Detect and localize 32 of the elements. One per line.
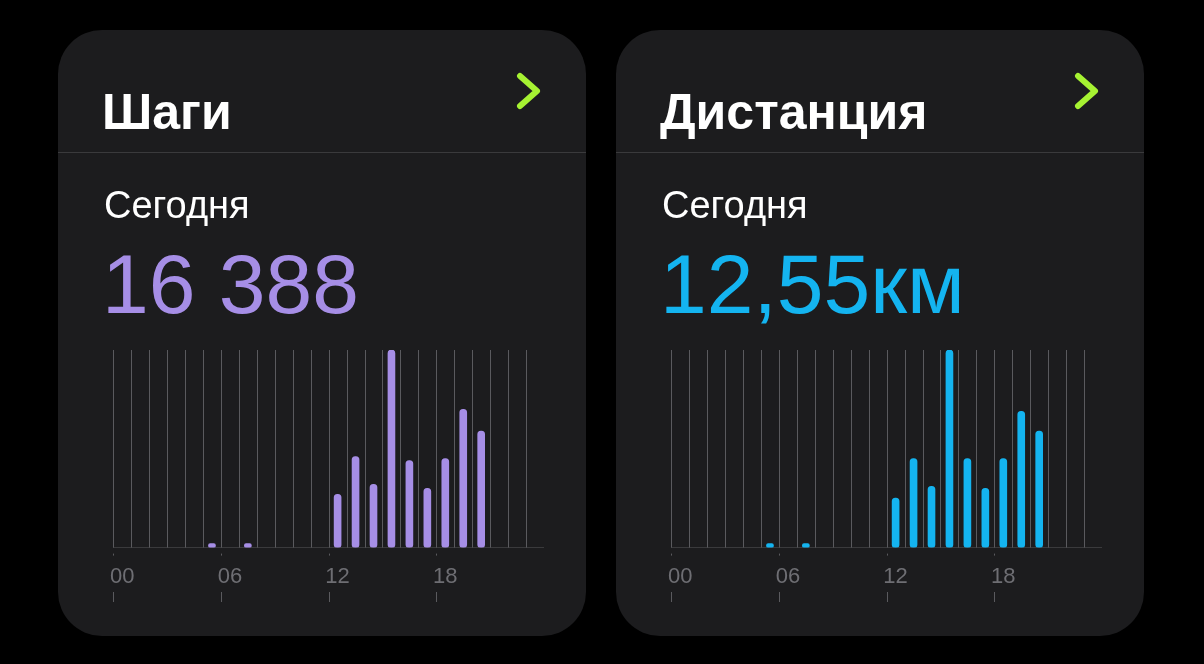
bar bbox=[1017, 410, 1026, 548]
bar bbox=[1035, 430, 1044, 548]
text: 16 388 bbox=[102, 236, 359, 333]
x-tick-label: 06 bbox=[217, 562, 243, 588]
chart-subtitle: Сегодня bbox=[662, 183, 808, 228]
chart-subtitle: Сегодня bbox=[104, 183, 250, 228]
x-tick-label: 00 bbox=[109, 562, 135, 588]
bar bbox=[981, 487, 990, 548]
bar bbox=[963, 458, 972, 548]
x-tick-label: 18 bbox=[433, 562, 458, 588]
x-tick-label: 18 bbox=[991, 562, 1016, 588]
bar bbox=[441, 458, 450, 548]
bar bbox=[999, 458, 1008, 548]
bar bbox=[387, 350, 396, 548]
bar bbox=[891, 497, 900, 548]
chart-title: Шаги bbox=[102, 83, 232, 142]
x-tick-label: 00 bbox=[667, 562, 693, 588]
x-tick-label: 12 bbox=[325, 562, 350, 588]
bar bbox=[909, 458, 918, 548]
bar bbox=[369, 484, 378, 548]
bar bbox=[945, 350, 954, 548]
x-tick-label: 06 bbox=[775, 562, 801, 588]
bar bbox=[927, 486, 936, 548]
text: 12,55км bbox=[660, 236, 965, 333]
x-tick-label: 12 bbox=[883, 562, 908, 588]
bar bbox=[477, 430, 486, 548]
bar bbox=[405, 460, 414, 548]
bar bbox=[423, 487, 432, 548]
bar bbox=[459, 408, 468, 548]
chart-title: Дистанция bbox=[660, 83, 928, 142]
bar bbox=[333, 493, 342, 548]
bar bbox=[351, 456, 360, 548]
